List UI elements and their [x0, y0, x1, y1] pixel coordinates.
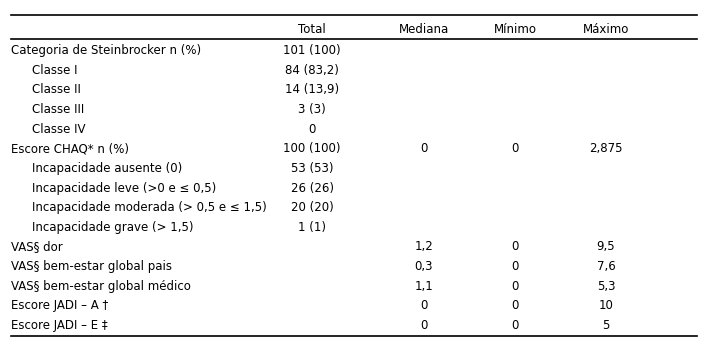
Text: VAS§ bem-estar global pais: VAS§ bem-estar global pais — [11, 260, 172, 273]
Text: 1 (1): 1 (1) — [298, 221, 326, 234]
Text: 0: 0 — [421, 319, 428, 332]
Text: 0: 0 — [511, 142, 519, 155]
Text: 7,6: 7,6 — [597, 260, 615, 273]
Text: 26 (26): 26 (26) — [290, 181, 333, 194]
Text: Incapacidade leve (>0 e ≤ 0,5): Incapacidade leve (>0 e ≤ 0,5) — [32, 181, 217, 194]
Text: 10: 10 — [598, 299, 613, 312]
Text: Classe I: Classe I — [32, 64, 78, 77]
Text: 100 (100): 100 (100) — [283, 142, 341, 155]
Text: 0,3: 0,3 — [415, 260, 433, 273]
Text: Categoria de Steinbrocker n (%): Categoria de Steinbrocker n (%) — [11, 44, 201, 57]
Text: Classe III: Classe III — [32, 103, 84, 116]
Text: 5: 5 — [603, 319, 610, 332]
Text: VAS§ dor: VAS§ dor — [11, 240, 63, 253]
Text: Classe II: Classe II — [32, 84, 81, 96]
Text: Mediana: Mediana — [399, 23, 449, 36]
Text: Incapacidade grave (> 1,5): Incapacidade grave (> 1,5) — [32, 221, 194, 234]
Text: Escore JADI – A †: Escore JADI – A † — [11, 299, 108, 312]
Text: 9,5: 9,5 — [597, 240, 615, 253]
Text: 0: 0 — [511, 280, 519, 293]
Text: VAS§ bem-estar global médico: VAS§ bem-estar global médico — [11, 280, 191, 293]
Text: 1,1: 1,1 — [415, 280, 433, 293]
Text: 0: 0 — [421, 142, 428, 155]
Text: 53 (53): 53 (53) — [291, 162, 333, 175]
Text: 84 (83,2): 84 (83,2) — [285, 64, 339, 77]
Text: 0: 0 — [511, 260, 519, 273]
Text: 14 (13,9): 14 (13,9) — [285, 84, 339, 96]
Text: 0: 0 — [511, 299, 519, 312]
Text: 0: 0 — [511, 319, 519, 332]
Text: Incapacidade moderada (> 0,5 e ≤ 1,5): Incapacidade moderada (> 0,5 e ≤ 1,5) — [32, 201, 267, 214]
Text: 101 (100): 101 (100) — [283, 44, 341, 57]
Text: Máximo: Máximo — [583, 23, 629, 36]
Text: 1,2: 1,2 — [415, 240, 433, 253]
Text: 0: 0 — [421, 299, 428, 312]
Text: 3 (3): 3 (3) — [298, 103, 326, 116]
Text: 0: 0 — [308, 123, 316, 136]
Text: Incapacidade ausente (0): Incapacidade ausente (0) — [32, 162, 183, 175]
Text: 2,875: 2,875 — [589, 142, 622, 155]
Text: 0: 0 — [511, 240, 519, 253]
Text: 20 (20): 20 (20) — [291, 201, 333, 214]
Text: Mínimo: Mínimo — [493, 23, 537, 36]
Text: Total: Total — [298, 23, 326, 36]
Text: Escore CHAQ* n (%): Escore CHAQ* n (%) — [11, 142, 129, 155]
Text: Escore JADI – E ‡: Escore JADI – E ‡ — [11, 319, 108, 332]
Text: 5,3: 5,3 — [597, 280, 615, 293]
Text: Classe IV: Classe IV — [32, 123, 86, 136]
